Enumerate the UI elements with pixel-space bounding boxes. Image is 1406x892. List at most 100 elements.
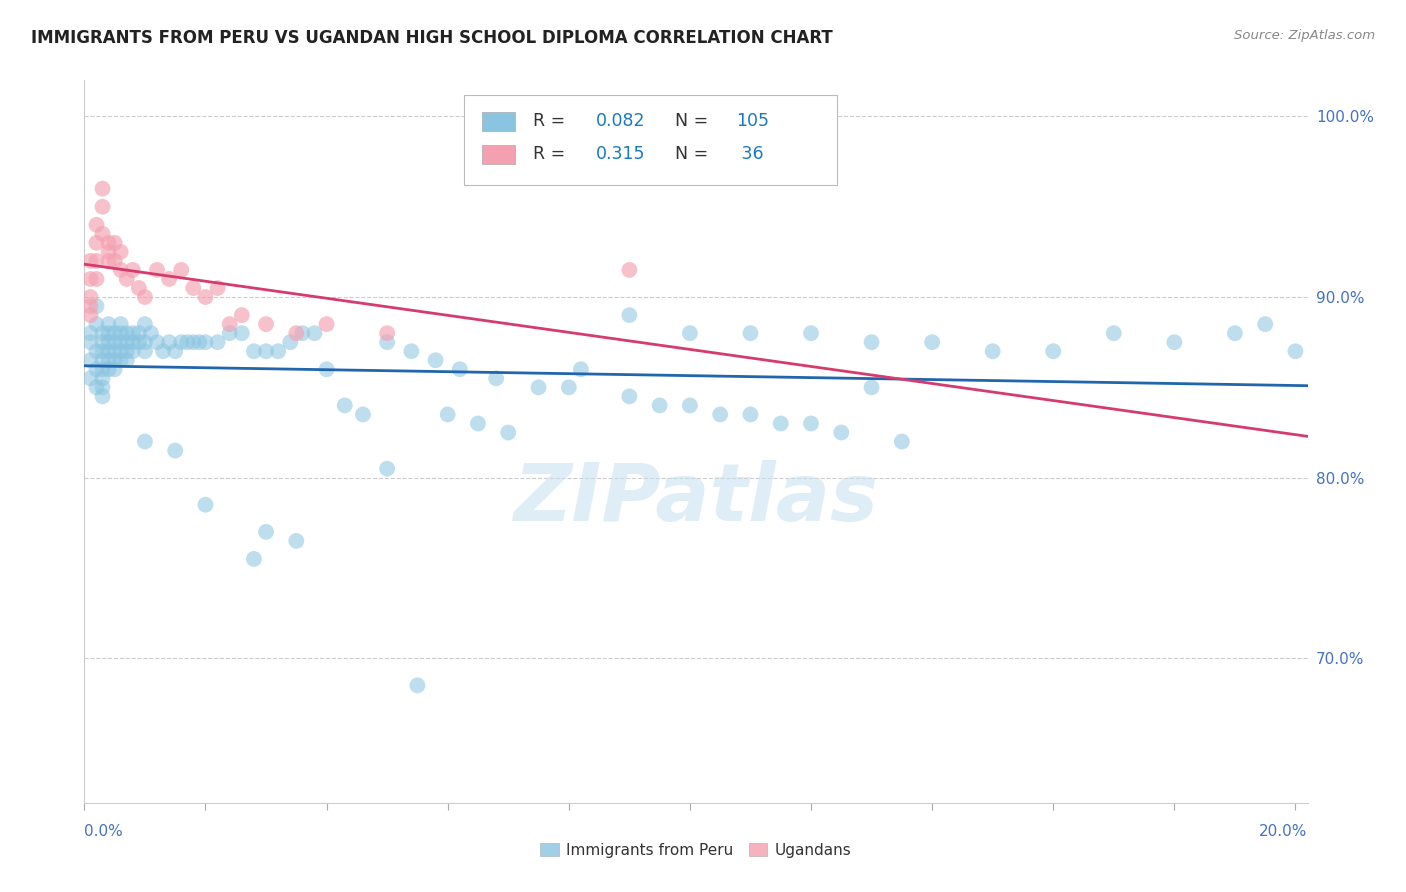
Point xyxy=(170,335,193,350)
Point xyxy=(91,326,114,340)
Point xyxy=(115,353,138,368)
Point xyxy=(115,326,138,340)
Point xyxy=(91,227,114,241)
Point xyxy=(231,308,253,322)
Point xyxy=(110,263,132,277)
Point xyxy=(558,380,581,394)
Point xyxy=(152,344,174,359)
Point xyxy=(86,380,108,394)
Point xyxy=(91,200,114,214)
Point xyxy=(97,317,120,331)
Point xyxy=(104,253,127,268)
Point xyxy=(1284,344,1306,359)
Point xyxy=(86,344,108,359)
Point xyxy=(86,218,108,232)
Point xyxy=(104,353,127,368)
Point xyxy=(86,235,108,250)
Point xyxy=(170,263,193,277)
Point xyxy=(157,335,180,350)
Point xyxy=(890,434,912,449)
Point xyxy=(315,362,337,376)
Point xyxy=(406,678,429,692)
Point xyxy=(648,398,671,412)
Point xyxy=(207,335,229,350)
Point xyxy=(375,326,398,340)
Point xyxy=(333,398,356,412)
Point xyxy=(97,344,120,359)
Point xyxy=(231,326,253,340)
Point xyxy=(134,335,156,350)
Point xyxy=(139,326,162,340)
Point xyxy=(134,317,156,331)
Point xyxy=(91,380,114,394)
Point xyxy=(921,335,943,350)
Point xyxy=(115,344,138,359)
Point xyxy=(769,417,792,431)
Point xyxy=(121,335,143,350)
FancyBboxPatch shape xyxy=(482,145,515,164)
Point xyxy=(79,290,101,304)
Point xyxy=(134,434,156,449)
Point xyxy=(1042,344,1064,359)
Point xyxy=(800,417,823,431)
Text: N =: N = xyxy=(675,145,709,163)
Point xyxy=(243,344,266,359)
Point xyxy=(91,344,114,359)
Point xyxy=(134,344,156,359)
Text: 20.0%: 20.0% xyxy=(1260,824,1308,839)
Point xyxy=(207,281,229,295)
Point xyxy=(527,380,550,394)
Point xyxy=(110,326,132,340)
Point xyxy=(91,389,114,403)
Text: IMMIGRANTS FROM PERU VS UGANDAN HIGH SCHOOL DIPLOMA CORRELATION CHART: IMMIGRANTS FROM PERU VS UGANDAN HIGH SCH… xyxy=(31,29,832,46)
Point xyxy=(740,408,762,422)
Point xyxy=(1163,335,1185,350)
Point xyxy=(679,398,702,412)
Point xyxy=(176,335,198,350)
FancyBboxPatch shape xyxy=(464,95,837,185)
Text: 105: 105 xyxy=(737,112,769,129)
Point xyxy=(860,335,883,350)
Text: N =: N = xyxy=(675,112,709,129)
Text: 0.315: 0.315 xyxy=(596,145,645,163)
Point xyxy=(1102,326,1125,340)
Point xyxy=(496,425,519,440)
Point xyxy=(86,317,108,331)
Point xyxy=(79,353,101,368)
Point xyxy=(128,281,150,295)
Point xyxy=(243,552,266,566)
Point xyxy=(981,344,1004,359)
Point xyxy=(86,299,108,313)
Point xyxy=(291,326,314,340)
Point xyxy=(97,253,120,268)
Point xyxy=(115,272,138,286)
Point xyxy=(285,326,308,340)
Text: R =: R = xyxy=(533,112,565,129)
Point xyxy=(97,244,120,259)
Point xyxy=(97,326,120,340)
Point xyxy=(79,308,101,322)
Point xyxy=(449,362,471,376)
Point xyxy=(146,335,169,350)
Point xyxy=(79,326,101,340)
Point xyxy=(569,362,592,376)
Point xyxy=(278,335,301,350)
Point xyxy=(104,335,127,350)
Point xyxy=(194,290,217,304)
Point xyxy=(104,344,127,359)
Point xyxy=(79,371,101,385)
Point xyxy=(800,326,823,340)
Point xyxy=(91,181,114,195)
Point xyxy=(79,299,101,313)
Point xyxy=(401,344,423,359)
Point xyxy=(104,326,127,340)
Point xyxy=(97,362,120,376)
Point xyxy=(860,380,883,394)
Text: 36: 36 xyxy=(737,145,763,163)
Point xyxy=(86,362,108,376)
Point xyxy=(110,344,132,359)
Point xyxy=(115,335,138,350)
Point xyxy=(709,408,731,422)
Point xyxy=(188,335,211,350)
Point xyxy=(157,272,180,286)
